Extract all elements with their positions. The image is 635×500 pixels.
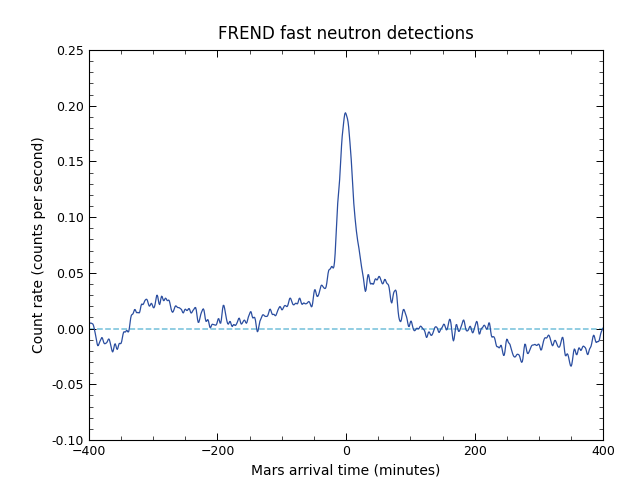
X-axis label: Mars arrival time (minutes): Mars arrival time (minutes) xyxy=(251,464,441,477)
Y-axis label: Count rate (counts per second): Count rate (counts per second) xyxy=(32,136,46,354)
Title: FREND fast neutron detections: FREND fast neutron detections xyxy=(218,25,474,43)
